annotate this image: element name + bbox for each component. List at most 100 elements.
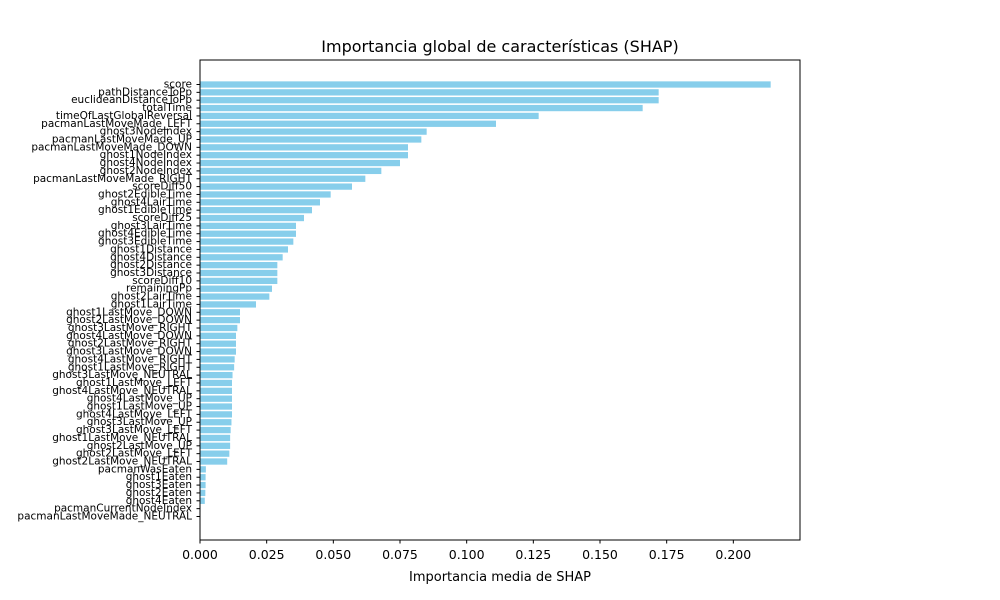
bar-ghost4LastMove_NEUTRAL	[200, 387, 232, 394]
y-tick-label-ghost4LastMove_DOWN: ghost4LastMove_DOWN	[66, 330, 192, 342]
chart-title: Importancia global de características (S…	[321, 37, 678, 56]
x-tick-label: 0.100	[449, 547, 485, 562]
bar-ghost4Distance	[200, 254, 283, 261]
y-tick-label-ghost2LastMove_LEFT: ghost2LastMove_LEFT	[76, 448, 193, 460]
bar-ghost3LastMove_DOWN	[200, 348, 236, 355]
bar-ghost3Eaten	[200, 481, 206, 489]
y-tick-label-ghost3LairTime: ghost3LairTime	[111, 220, 192, 232]
y-tick-label-ghost1LastMove_RIGHT: ghost1LastMove_RIGHT	[68, 361, 193, 373]
y-tick-label-ghost2LastMove_NEUTRAL: ghost2LastMove_NEUTRAL	[52, 456, 192, 468]
y-tick-label-ghost2LastMove_DOWN: ghost2LastMove_DOWN	[66, 314, 192, 326]
bar-ghost2Eaten	[200, 489, 206, 497]
bar-ghost2LastMove_UP	[200, 442, 231, 449]
bar-ghost4LairTime	[200, 199, 320, 206]
bar-ghost3LastMove_NEUTRAL	[200, 371, 233, 379]
y-tick-label-ghost4Distance: ghost4Distance	[110, 251, 192, 263]
bar-pacmanLastMoveMade_DOWN	[200, 144, 408, 151]
bar-ghost3EdibleTime	[200, 238, 294, 245]
x-tick-label: 0.150	[582, 547, 618, 562]
bar-ghost3LastMove_RIGHT	[200, 324, 238, 332]
y-tick-label-remainingPp: remainingPp	[126, 283, 192, 295]
y-tick-label-scoreDiff50: scoreDiff50	[132, 181, 192, 193]
y-tick-label-ghost3LastMove_DOWN: ghost3LastMove_DOWN	[66, 346, 192, 358]
bar-pacmanWasEaten	[200, 466, 206, 473]
y-tick-label-ghost2Distance: ghost2Distance	[110, 259, 192, 271]
y-tick-label-ghost3LastMove_UP: ghost3LastMove_UP	[87, 416, 192, 428]
bar-ghost1NodeIndex	[200, 152, 408, 159]
y-tick-label-ghost2LastMove_RIGHT: ghost2LastMove_RIGHT	[68, 338, 193, 350]
y-tick-label-ghost3LastMove_NEUTRAL: ghost3LastMove_NEUTRAL	[52, 369, 192, 381]
bar-ghost3LastMove_LEFT	[200, 426, 231, 434]
plot-frame	[199, 59, 801, 541]
bar-score	[200, 81, 771, 88]
x-tick-label: 0.175	[649, 547, 685, 562]
y-tick-label-ghost4LastMove_LEFT: ghost4LastMove_LEFT	[76, 408, 193, 420]
y-tick-label-ghost4EdibleTime: ghost4EdibleTime	[98, 228, 192, 240]
bar-ghost4LastMove_RIGHT	[200, 356, 235, 363]
y-tick-label-ghost1EdibleTime: ghost1EdibleTime	[98, 204, 192, 216]
y-tick-label-ghost4LastMove_RIGHT: ghost4LastMove_RIGHT	[68, 353, 193, 365]
bar-ghost4LastMove_UP	[200, 395, 232, 402]
bar-ghost4NodeIndex	[200, 159, 400, 167]
bar-ghost2LastMove_DOWN	[200, 316, 240, 324]
bar-ghost2LastMove_NEUTRAL	[200, 458, 228, 465]
y-tick-label-ghost3NodeIndex: ghost3NodeIndex	[100, 126, 192, 138]
y-tick-label-scoreDiff25: scoreDiff25	[132, 212, 192, 224]
bar-pacmanLastMoveMade_LEFT	[200, 120, 496, 127]
y-tick-label-ghost3Eaten: ghost3Eaten	[126, 479, 192, 491]
bar-ghost3NodeIndex	[200, 128, 427, 135]
bar-ghost3LastMove_UP	[200, 419, 232, 426]
y-tick-label-pacmanLastMoveMade_NEUTRAL: pacmanLastMoveMade_NEUTRAL	[17, 511, 192, 523]
y-tick-label-pacmanLastMoveMade_LEFT: pacmanLastMoveMade_LEFT	[41, 118, 192, 130]
x-tick-label: 0.075	[382, 547, 418, 562]
y-tick-label-ghost1Eaten: ghost1Eaten	[126, 471, 192, 483]
bar-ghost1Distance	[200, 246, 288, 253]
bar-ghost4LastMove_DOWN	[200, 332, 236, 339]
bar-ghost1LastMove_DOWN	[200, 309, 240, 316]
bars-group	[200, 81, 771, 520]
y-tick-label-ghost3Distance: ghost3Distance	[110, 267, 192, 279]
bar-ghost2NodeIndex	[200, 167, 382, 175]
y-tick-label-scoreDiff10: scoreDiff10	[132, 275, 192, 287]
bar-ghost2LastMove_RIGHT	[200, 340, 236, 347]
bar-ghost1LastMove_RIGHT	[200, 364, 235, 371]
y-tick-label-pacmanWasEaten: pacmanWasEaten	[98, 463, 192, 475]
x-tick-label: 0.125	[515, 547, 551, 562]
bar-euclideanDistanceToPp	[200, 97, 659, 104]
bar-timeOfLastGlobalReversal	[200, 112, 539, 120]
bar-pacmanLastMoveMade_RIGHT	[200, 175, 366, 182]
bar-ghost1LastMove_NEUTRAL	[200, 434, 231, 442]
x-tick-label: 0.000	[182, 547, 218, 562]
y-tick-label-ghost2LastMove_UP: ghost2LastMove_UP	[87, 440, 192, 452]
y-tick-label-euclideanDistanceToPp: euclideanDistanceToPp	[71, 94, 192, 106]
bar-ghost1LairTime	[200, 301, 256, 308]
y-tick-label-ghost2NodeIndex: ghost2NodeIndex	[100, 165, 192, 177]
bar-scoreDiff10	[200, 277, 278, 285]
y-tick-label-pathDistanceToPp: pathDistanceToPp	[98, 86, 192, 98]
y-tick-label-ghost1NodeIndex: ghost1NodeIndex	[100, 149, 192, 161]
bar-scoreDiff50	[200, 183, 352, 190]
bar-pathDistanceToPp	[200, 89, 659, 96]
y-tick-label-ghost1LastMove_LEFT: ghost1LastMove_LEFT	[76, 377, 193, 389]
y-tick-label-ghost1LastMove_NEUTRAL: ghost1LastMove_NEUTRAL	[52, 432, 192, 444]
x-tick-label: 0.025	[249, 547, 285, 562]
bar-ghost1Eaten	[200, 474, 206, 481]
y-tick-label-ghost3LastMove_LEFT: ghost3LastMove_LEFT	[76, 424, 193, 436]
y-tick-label-pacmanCurrentNodeIndex: pacmanCurrentNodeIndex	[54, 503, 192, 515]
bar-ghost4LastMove_LEFT	[200, 411, 232, 418]
x-tick-label: 0.200	[715, 547, 751, 562]
x-axis-ticks: 0.000 0.025 0.050 0.075 0.100 0.125 0.150 0.175…	[182, 540, 751, 562]
y-tick-label-ghost2Eaten: ghost2Eaten	[126, 487, 192, 499]
bar-totalTime	[200, 104, 643, 112]
y-tick-label-ghost4LairTime: ghost4LairTime	[111, 196, 192, 208]
bar-ghost1EdibleTime	[200, 207, 312, 214]
y-tick-label-ghost4LastMove_UP: ghost4LastMove_UP	[87, 393, 192, 405]
bar-ghost1LastMove_UP	[200, 403, 232, 410]
x-tick-label: 0.050	[315, 547, 351, 562]
x-axis-label: Importancia media de SHAP	[409, 570, 591, 585]
y-tick-label-pacmanLastMoveMade_DOWN: pacmanLastMoveMade_DOWN	[31, 141, 192, 153]
y-tick-label-ghost2EdibleTime: ghost2EdibleTime	[98, 188, 192, 200]
y-tick-label-totalTime: totalTime	[142, 102, 192, 114]
y-tick-label-ghost3LastMove_RIGHT: ghost3LastMove_RIGHT	[68, 322, 193, 334]
bar-pacmanLastMoveMade_UP	[200, 136, 422, 143]
